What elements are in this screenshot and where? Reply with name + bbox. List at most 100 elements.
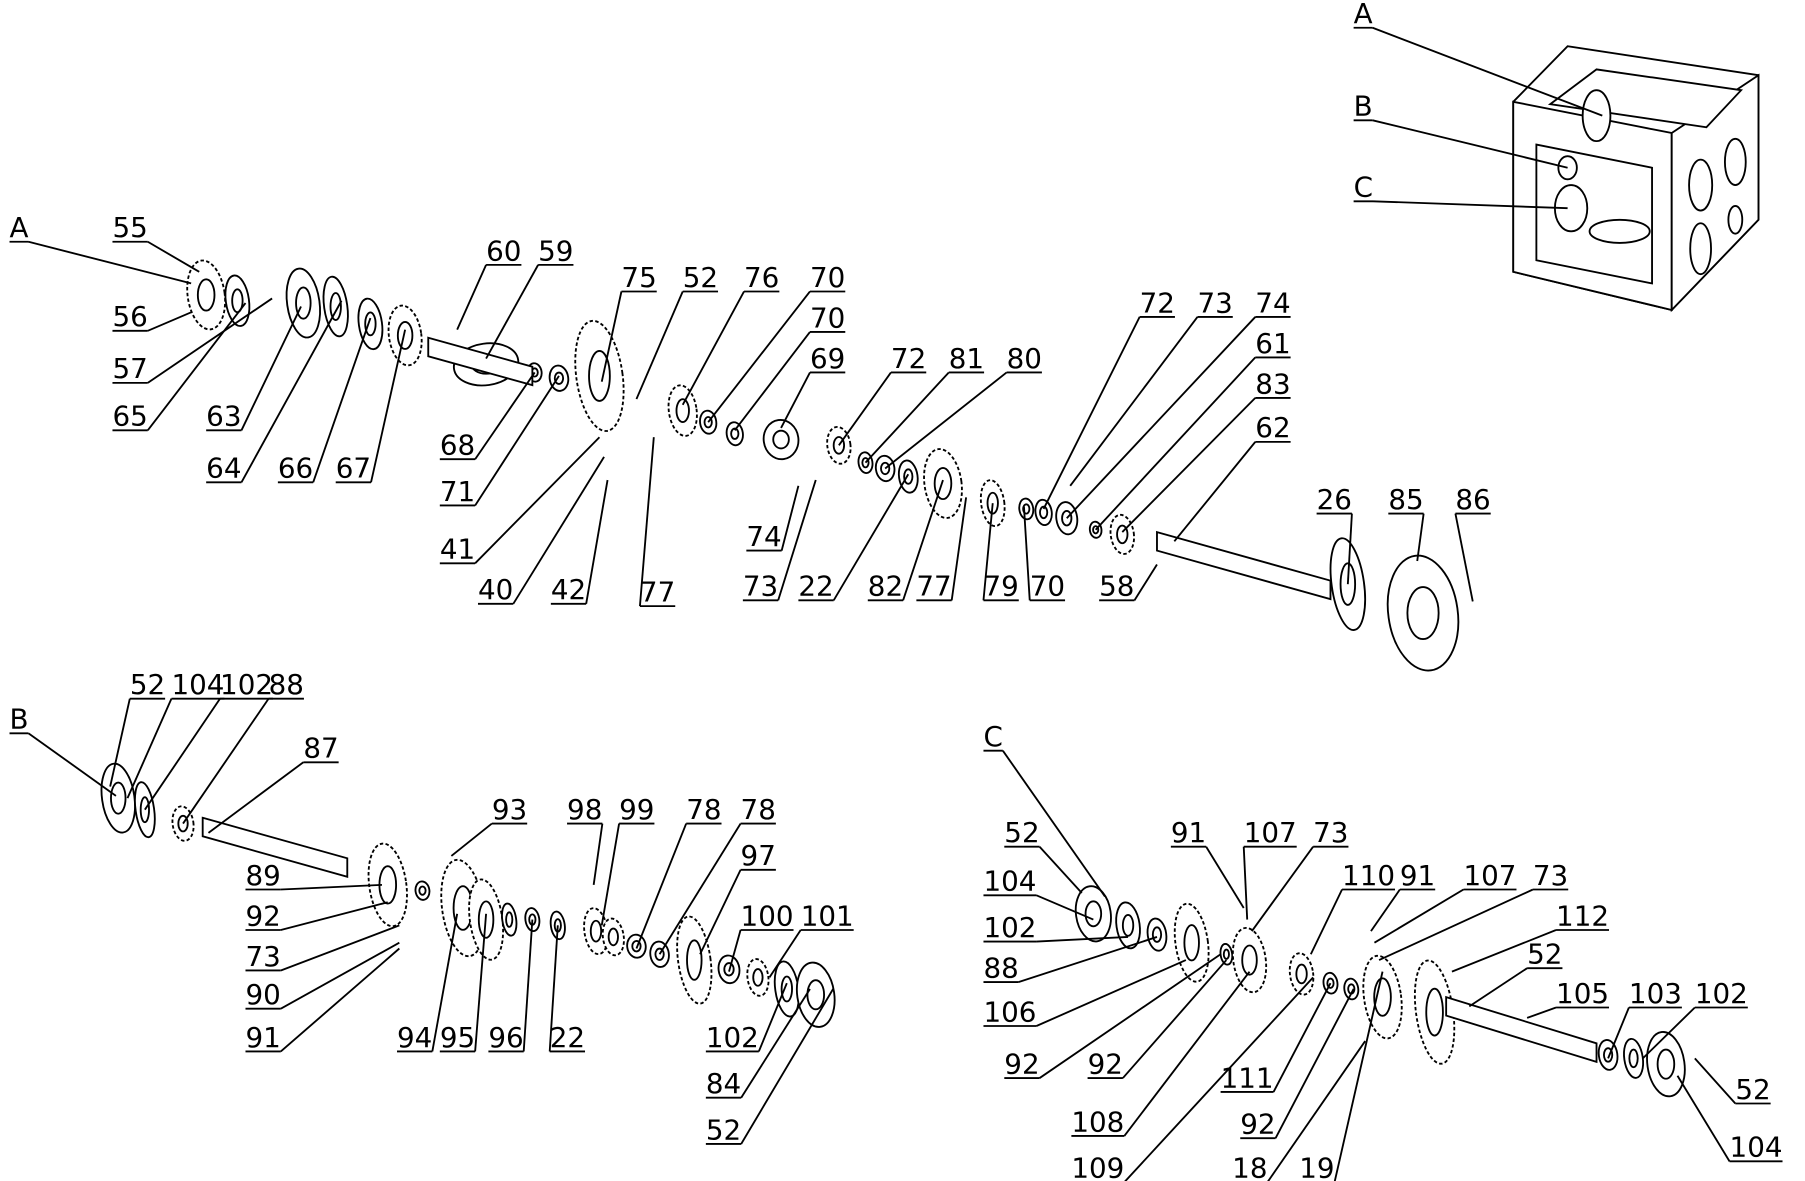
leader-line xyxy=(1372,119,1568,169)
callout-label: 22 xyxy=(550,1021,585,1054)
leader-line xyxy=(1018,936,1158,983)
part-bore xyxy=(1656,1048,1676,1080)
leader-line xyxy=(456,264,487,331)
leader-line xyxy=(1123,971,1251,1137)
shaft xyxy=(201,816,349,879)
leader-line xyxy=(280,941,400,1010)
housing: A B C xyxy=(1353,0,1603,210)
callout-label: 109 xyxy=(1071,1152,1124,1181)
callout-label: 112 xyxy=(1556,899,1609,932)
callout-label: 64 xyxy=(206,452,241,485)
leader-line xyxy=(1370,888,1401,932)
callout-label: A xyxy=(1354,0,1373,30)
leader-line xyxy=(548,925,559,1052)
part-bore xyxy=(1222,948,1230,960)
callout-label: 22 xyxy=(798,570,833,603)
leader-line xyxy=(147,302,247,431)
callout-label: 70 xyxy=(810,261,845,294)
leader-line xyxy=(864,371,950,464)
leader-line xyxy=(600,823,621,926)
callout-label: 70 xyxy=(810,301,845,334)
leader-line xyxy=(474,371,536,460)
leader-line xyxy=(1454,513,1474,602)
callout-label: 52 xyxy=(683,261,718,294)
callout-label: A xyxy=(10,211,29,244)
callout-label: 105 xyxy=(1556,977,1609,1010)
callout-label: 80 xyxy=(1007,342,1042,375)
callout-label: 73 xyxy=(743,570,778,603)
part-bore xyxy=(1406,586,1440,641)
leader-line xyxy=(485,264,539,360)
leader-line xyxy=(126,698,173,799)
part-bore xyxy=(780,975,793,1003)
callout-label: 93 xyxy=(492,793,527,826)
leader-line xyxy=(280,947,400,1053)
leader-line xyxy=(982,503,994,601)
part-bore xyxy=(1339,562,1357,606)
callout-label: 75 xyxy=(621,261,656,294)
callout-label: 19 xyxy=(1299,1152,1334,1181)
leader-line xyxy=(450,822,493,857)
part-bore xyxy=(806,979,826,1011)
callout-label: 73 xyxy=(245,940,280,973)
part-bore xyxy=(364,311,377,337)
callout-label: 73 xyxy=(1197,286,1232,319)
leader-line xyxy=(1272,982,1332,1093)
leader-line xyxy=(147,240,200,273)
callout-label: 88 xyxy=(983,951,1018,984)
part-bore xyxy=(1241,944,1258,976)
callout-label: 102 xyxy=(220,668,273,701)
callout-label: 74 xyxy=(1255,286,1290,319)
callout-label: 91 xyxy=(245,1021,280,1054)
leader-line xyxy=(280,901,388,931)
callout-label: 68 xyxy=(440,429,475,462)
leader-line xyxy=(1066,316,1256,519)
callout-label: 104 xyxy=(171,668,224,701)
leader-line xyxy=(1121,397,1256,533)
callout-label: 52 xyxy=(1004,816,1039,849)
part-bore xyxy=(505,911,514,928)
part-bore xyxy=(588,350,611,402)
callout-label: 52 xyxy=(706,1113,741,1146)
leader-line xyxy=(1372,26,1603,117)
leader-line xyxy=(1042,316,1141,510)
leader-line xyxy=(474,436,601,564)
callout-label: 65 xyxy=(112,400,147,433)
callout-label: 84 xyxy=(706,1067,741,1100)
leader-line xyxy=(1526,1006,1557,1019)
callout-label: 108 xyxy=(1071,1105,1124,1138)
leader-line xyxy=(681,291,745,406)
callout-label: 79 xyxy=(983,570,1018,603)
callout-label: 94 xyxy=(397,1021,432,1054)
leader-line xyxy=(1036,936,1129,943)
callout-label: 78 xyxy=(686,793,721,826)
part-bore xyxy=(730,427,740,440)
part-bore xyxy=(396,320,414,350)
leader-line xyxy=(1036,894,1094,921)
callout-label: 100 xyxy=(741,899,794,932)
leader-line xyxy=(431,913,459,1052)
callout-label: 91 xyxy=(1400,859,1435,892)
leader-line xyxy=(635,823,688,949)
leader-line xyxy=(522,919,534,1052)
leader-line xyxy=(147,311,192,332)
leader-line xyxy=(950,497,968,601)
callout-label: 78 xyxy=(741,793,776,826)
leader-line xyxy=(1346,513,1353,585)
leader-line xyxy=(1373,888,1464,944)
leader-line xyxy=(182,698,270,825)
callout-label: 106 xyxy=(983,995,1036,1028)
callout-label: 95 xyxy=(440,1021,475,1054)
leader-line xyxy=(280,883,383,891)
callout-label: 92 xyxy=(1240,1108,1275,1141)
part-bore xyxy=(418,885,427,896)
callout-label: 70 xyxy=(1030,570,1065,603)
leader-line xyxy=(1274,988,1355,1139)
part-bore xyxy=(1183,924,1200,962)
callout-label: 107 xyxy=(1244,816,1297,849)
leader-line xyxy=(240,306,302,431)
leader-line xyxy=(1468,967,1528,1008)
callout-label: 82 xyxy=(868,570,903,603)
